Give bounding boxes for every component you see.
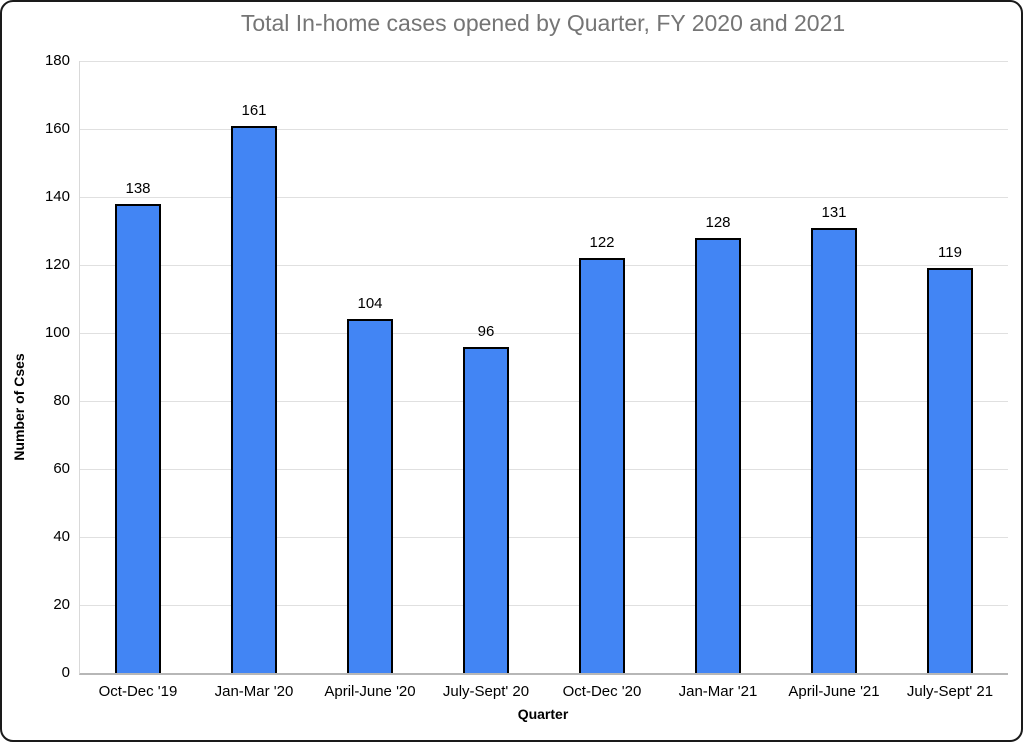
bar-value-label: 128 bbox=[705, 213, 731, 231]
plot-area: 0 20 40 60 80 100 120 140 160 180 138 Oct-Dec '19 16… bbox=[45, 52, 1008, 700]
x-tick-label: Jan-Mar '21 bbox=[678, 683, 758, 700]
x-tick-label: July-Sept' 21 bbox=[906, 683, 994, 700]
x-tick-label: July-Sept' 20 bbox=[442, 683, 530, 700]
y-tick-label: 40 bbox=[53, 528, 70, 545]
gridline bbox=[80, 265, 1008, 266]
chart-title: Total In-home cases opened by Quarter, F… bbox=[240, 10, 846, 36]
bar bbox=[231, 125, 277, 673]
gridline bbox=[80, 197, 1008, 198]
x-axis-title: Quarter bbox=[517, 706, 569, 722]
x-tick-label: Oct-Dec '20 bbox=[562, 683, 642, 700]
gridline bbox=[80, 537, 1008, 538]
y-tick-label: 60 bbox=[53, 460, 70, 477]
gridline bbox=[80, 61, 1008, 62]
bar-value-label: 104 bbox=[357, 295, 383, 313]
bar-value-label: 122 bbox=[589, 234, 615, 252]
x-tick-label: April-June '20 bbox=[324, 683, 416, 700]
bar bbox=[115, 203, 161, 673]
y-tick-label: 20 bbox=[53, 596, 70, 613]
bar bbox=[811, 227, 857, 673]
y-tick-label: 140 bbox=[44, 188, 70, 205]
y-tick-label: 180 bbox=[44, 52, 70, 69]
gridline bbox=[80, 469, 1008, 470]
y-tick-label: 160 bbox=[44, 120, 70, 137]
y-tick-label: 100 bbox=[44, 324, 70, 341]
bar bbox=[579, 258, 625, 673]
x-tick-label: April-June '21 bbox=[788, 683, 880, 700]
bar bbox=[463, 346, 509, 673]
bar bbox=[347, 319, 393, 673]
bar-value-label: 96 bbox=[477, 322, 495, 340]
bar-value-label: 138 bbox=[125, 179, 151, 197]
gridline bbox=[80, 333, 1008, 334]
gridline bbox=[80, 605, 1008, 606]
gridline bbox=[80, 401, 1008, 402]
gridline bbox=[80, 129, 1008, 130]
x-tick-label: Oct-Dec '19 bbox=[98, 683, 178, 700]
y-tick-label: 120 bbox=[44, 256, 70, 273]
bar-value-label: 161 bbox=[241, 101, 267, 119]
bar-value-label: 131 bbox=[821, 203, 847, 221]
bar-value-label: 119 bbox=[938, 244, 962, 262]
bar bbox=[695, 237, 741, 673]
x-tick-label: Jan-Mar '20 bbox=[214, 683, 294, 700]
y-tick-label: 0 bbox=[61, 664, 70, 681]
bar bbox=[927, 268, 973, 673]
y-tick-label: 80 bbox=[53, 392, 70, 409]
